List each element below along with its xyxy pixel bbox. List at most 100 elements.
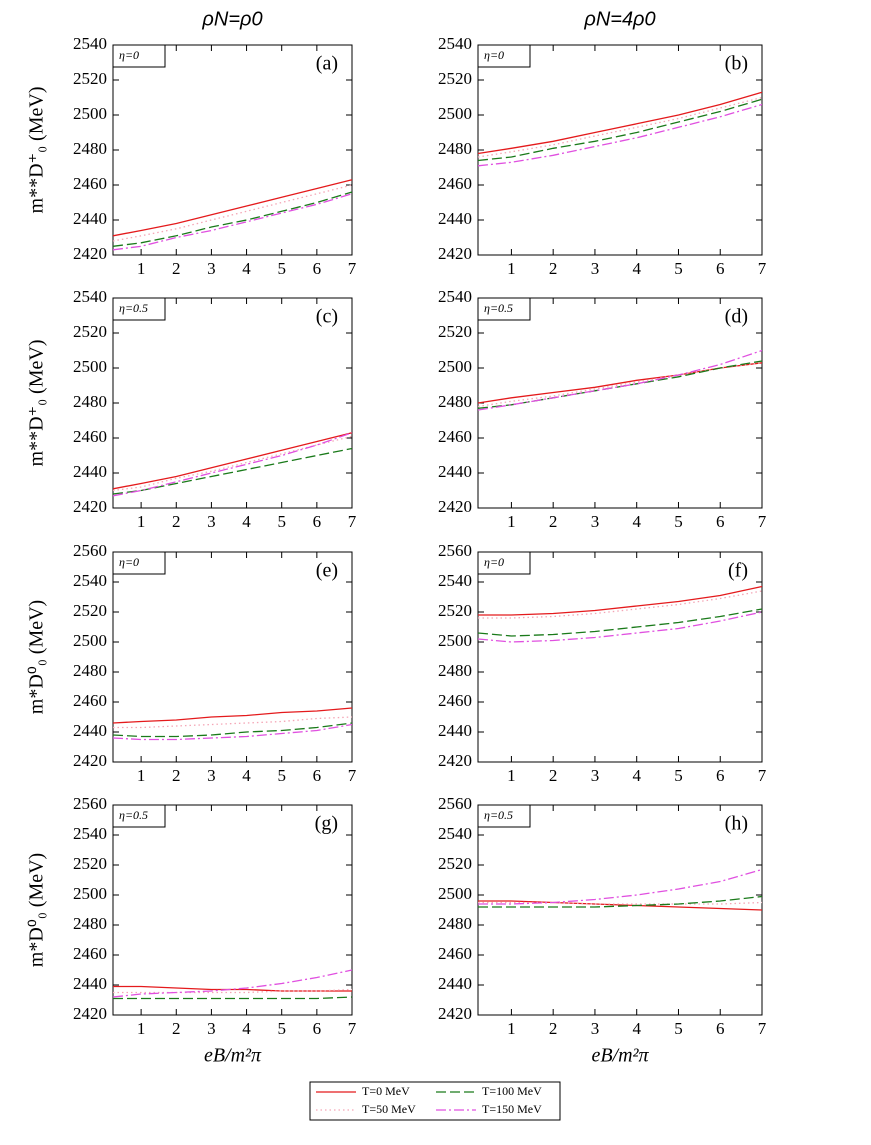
x-tick-label: 5 [277, 1019, 286, 1038]
y-tick-label: 2460 [438, 691, 472, 710]
x-tick-label: 4 [242, 512, 251, 531]
x-tick-label: 7 [758, 259, 767, 278]
y-tick-label: 2420 [73, 1004, 107, 1023]
x-tick-label: 6 [313, 766, 322, 785]
x-tick-label: 5 [277, 766, 286, 785]
annotation-box [112, 297, 166, 321]
y-axis-label: m*D⁰₀ (MeV) [26, 600, 48, 714]
y-tick-label: 2520 [73, 322, 107, 341]
y-tick-label: 2420 [438, 497, 472, 516]
y-tick-label: 2480 [73, 139, 107, 158]
series-line [112, 723, 353, 741]
y-tick-label: 2440 [438, 721, 472, 740]
series-line [477, 103, 763, 167]
x-tick-label: 4 [632, 259, 641, 278]
y-tick-label: 2540 [438, 824, 472, 843]
panel-label: (h) [725, 813, 748, 835]
x-tick-label: 2 [549, 1019, 558, 1038]
x-tick-label: 4 [632, 1019, 641, 1038]
series-line [113, 985, 352, 992]
series-line [112, 432, 353, 490]
annotation: η=0 [484, 48, 504, 62]
legend-label: T=0 MeV [362, 1084, 410, 1098]
y-tick-label: 2540 [438, 287, 472, 306]
x-tick-label: 1 [137, 1019, 146, 1038]
panel-label: (f) [728, 560, 748, 582]
y-tick-label: 2440 [73, 721, 107, 740]
x-tick-label: 2 [549, 766, 558, 785]
x-tick-label: 1 [507, 766, 516, 785]
y-tick-label: 2540 [438, 34, 472, 53]
x-tick-label: 5 [277, 259, 286, 278]
plot-frame [112, 804, 353, 1016]
y-tick-label: 2440 [73, 974, 107, 993]
y-tick-label: 2420 [438, 1004, 472, 1023]
series-line [477, 91, 763, 155]
x-tick-label: 3 [591, 766, 600, 785]
annotation-box [477, 44, 531, 68]
y-tick-label: 2500 [73, 631, 107, 650]
annotation: η=0.5 [484, 301, 513, 315]
x-tick-label: 2 [172, 512, 181, 531]
annotation: η=0 [119, 555, 139, 569]
x-tick-label: 5 [277, 512, 286, 531]
y-tick-label: 2460 [73, 691, 107, 710]
y-tick-label: 2420 [73, 751, 107, 770]
x-tick-label: 6 [716, 766, 725, 785]
x-tick-label: 6 [313, 512, 322, 531]
y-tick-label: 2480 [438, 914, 472, 933]
legend-label: T=100 MeV [482, 1084, 542, 1098]
y-tick-label: 2560 [73, 541, 107, 560]
x-tick-label: 2 [172, 259, 181, 278]
y-tick-label: 2460 [73, 427, 107, 446]
x-tick-label: 3 [591, 1019, 600, 1038]
x-tick-label: 1 [507, 1019, 516, 1038]
x-tick-label: 7 [348, 512, 357, 531]
x-tick-label: 4 [632, 766, 641, 785]
y-axis-label: m*D⁰₀ (MeV) [26, 853, 48, 967]
series-line [113, 716, 353, 729]
x-tick-label: 7 [758, 766, 767, 785]
y-tick-label: 2480 [438, 139, 472, 158]
y-tick-label: 2520 [73, 601, 107, 620]
plot-frame [112, 297, 353, 509]
y-tick-label: 2480 [438, 392, 472, 411]
y-tick-label: 2540 [73, 824, 107, 843]
plot-frame [477, 44, 763, 256]
series-line [112, 722, 353, 738]
y-tick-label: 2480 [438, 661, 472, 680]
y-tick-label: 2520 [438, 322, 472, 341]
plot-frame [477, 551, 763, 763]
series-line [478, 900, 763, 911]
y-tick-label: 2420 [438, 244, 472, 263]
y-tick-label: 2460 [438, 427, 472, 446]
panel-label: (g) [315, 813, 338, 835]
series-line [113, 988, 353, 994]
y-tick-label: 2500 [438, 884, 472, 903]
x-axis-label: eB/m²π [591, 1045, 649, 1067]
y-tick-label: 2440 [73, 462, 107, 481]
x-axis-label: eB/m²π [204, 1045, 262, 1067]
x-tick-label: 2 [172, 1019, 181, 1038]
x-tick-label: 6 [313, 1019, 322, 1038]
plot-frame [477, 804, 763, 1016]
y-tick-label: 2440 [438, 209, 472, 228]
annotation: η=0.5 [484, 808, 513, 822]
x-tick-label: 7 [348, 766, 357, 785]
x-tick-label: 1 [137, 512, 146, 531]
annotation-box [477, 551, 531, 575]
x-tick-label: 3 [591, 512, 600, 531]
x-tick-label: 6 [716, 259, 725, 278]
y-tick-label: 2540 [73, 571, 107, 590]
x-tick-label: 6 [716, 512, 725, 531]
panel-label: (b) [725, 53, 748, 75]
annotation-box [112, 551, 166, 575]
y-tick-label: 2480 [73, 392, 107, 411]
y-tick-label: 2520 [438, 854, 472, 873]
series-line [112, 179, 353, 237]
y-tick-label: 2440 [438, 974, 472, 993]
series-line [477, 360, 763, 409]
x-tick-label: 4 [242, 766, 251, 785]
column-title: ρN=4ρ0 [583, 8, 655, 30]
x-tick-label: 7 [758, 1019, 767, 1038]
